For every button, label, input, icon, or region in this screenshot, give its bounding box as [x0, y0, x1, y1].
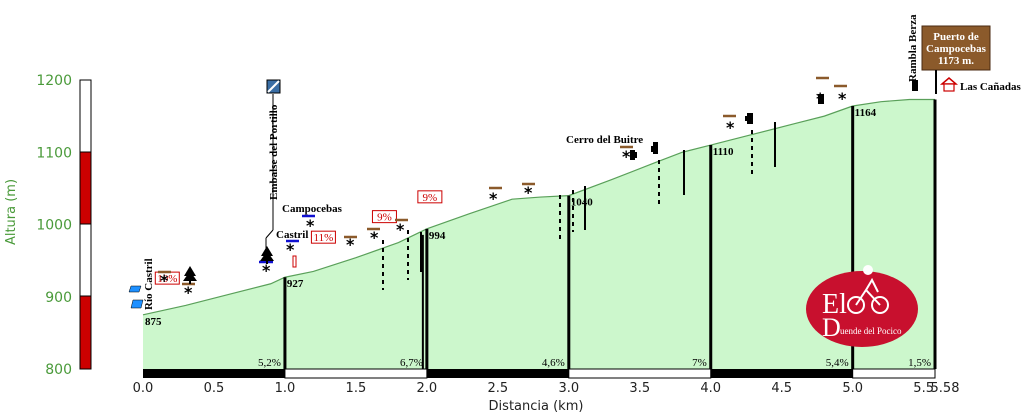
svg-text:*: * — [524, 183, 533, 202]
gradient-flag-box — [371, 210, 397, 224]
summit-sign: Puerto de Campocebas 1173 m. — [921, 25, 991, 94]
svg-text:*: * — [346, 235, 355, 254]
terrain-markers — [382, 122, 776, 290]
x-tick: 0.0 — [133, 381, 154, 396]
svg-text:*: * — [306, 216, 315, 235]
profile-area — [143, 99, 935, 369]
svg-text:*: * — [262, 261, 271, 280]
gradient-flag-label: 11% — [314, 232, 334, 244]
km-elevation-labels: 875 927 994 1040 1110 1164 — [145, 107, 877, 328]
cyclist-icon — [847, 265, 889, 314]
y-tick: 800 — [45, 362, 72, 378]
svg-text:*: * — [286, 240, 295, 259]
water-icon — [128, 285, 144, 309]
km-elevation: 1164 — [855, 107, 877, 119]
summit-sign-line3: 1173 m. — [938, 55, 974, 67]
x-tick: 5.58 — [931, 381, 960, 396]
gradient-label: 6,7% — [400, 357, 423, 369]
elevation-scale-bar — [79, 79, 92, 370]
fountain-icon — [292, 80, 918, 268]
summit-sign-line1: Puerto de — [933, 31, 979, 43]
x-tick: 3.0 — [558, 381, 579, 396]
bar-segment-light — [568, 368, 712, 379]
logo-el: El — [822, 289, 847, 320]
x-axis-label: Distancia (km) — [489, 399, 584, 414]
y-axis-label: Altura (m) — [4, 179, 19, 245]
y-tick: 1200 — [36, 73, 72, 89]
svg-text:*: * — [838, 89, 847, 108]
bar-segment-light — [852, 368, 936, 379]
bar-segment-dark — [710, 369, 853, 378]
svg-text:*: * — [184, 283, 193, 302]
km-elevation: 994 — [429, 230, 446, 242]
x-tick: 5.5 — [913, 381, 934, 396]
brand-logo: El D uende del Pocico — [806, 265, 918, 347]
km-elevation: 1110 — [713, 146, 734, 158]
x-tick: 4.5 — [771, 381, 792, 396]
gradient-label: 7% — [692, 357, 707, 369]
y-tick: 900 — [45, 290, 72, 306]
svg-text:*: * — [160, 271, 169, 290]
gradient-flag-label: 10% — [157, 273, 177, 285]
x-tick: 1.0 — [275, 381, 296, 396]
km-divider-lines — [283, 99, 937, 369]
direction-arrows — [158, 76, 847, 286]
distance-bar — [143, 368, 936, 379]
bar-segment-light — [284, 368, 428, 379]
bar-segment-dark — [426, 369, 569, 378]
x-tick: 0.5 — [204, 381, 225, 396]
y-tick-labels: 800 900 1000 1100 1200 — [36, 73, 72, 378]
gradient-flag-box — [417, 190, 443, 204]
gradient-label: 1,5% — [908, 357, 931, 369]
km-elevation: 927 — [287, 278, 304, 290]
km-elevation: 1040 — [571, 197, 594, 209]
svg-text:*: * — [489, 189, 498, 208]
y-tick: 1100 — [36, 145, 72, 161]
y-tick: 1000 — [36, 218, 72, 234]
x-tick: 3.5 — [629, 381, 650, 396]
gradient-label: 4,6% — [542, 357, 565, 369]
gradient-label: 5,2% — [258, 357, 281, 369]
x-tick: 4.0 — [700, 381, 721, 396]
castril-label: Castril — [276, 229, 308, 241]
gradient-label: 5,4% — [826, 357, 849, 369]
svg-text:*: * — [726, 118, 735, 137]
svg-text:*: * — [396, 220, 405, 239]
embalse-label: Embalse del Portillo — [268, 104, 280, 200]
x-tick: 5.0 — [842, 381, 863, 396]
canadas-label: Las Cañadas — [960, 81, 1022, 93]
km-elevation: 875 — [145, 316, 162, 328]
segment-gradient-labels: 5,2% 6,7% 4,6% 7% 5,4% 1,5% — [258, 357, 931, 369]
embalse-marker — [265, 79, 281, 258]
cerro-label: Cerro del Buitre — [566, 134, 643, 146]
bar-segment-dark — [143, 369, 285, 378]
logo-text: uende del Pocico — [840, 326, 902, 336]
campocebas-label: Campocebas — [282, 203, 343, 215]
logo-d: D — [822, 313, 841, 342]
house-icon — [939, 77, 959, 92]
x-tick: 1.5 — [346, 381, 367, 396]
svg-text:*: * — [622, 147, 631, 166]
gradient-flag-label: 9% — [423, 192, 438, 204]
summit-sign-line2: Campocebas — [926, 43, 987, 55]
gradient-flags: 10% 11% 9% 9% — [154, 190, 443, 285]
tree-icon — [183, 246, 274, 284]
gradient-flag-label: 9% — [377, 212, 392, 224]
x-tick-labels: 0.0 0.5 1.0 1.5 2.0 2.5 3.0 3.5 4.0 4.5 5.0 5.55.58 — [133, 381, 960, 396]
x-tick: 2.0 — [417, 381, 438, 396]
gradient-flag-box — [310, 230, 336, 244]
x-tick: 2.5 — [487, 381, 508, 396]
rio-castril-label: Río Castril — [143, 258, 155, 310]
rambla-label: Rambla Berza — [907, 14, 919, 82]
svg-text:*: * — [370, 228, 379, 247]
